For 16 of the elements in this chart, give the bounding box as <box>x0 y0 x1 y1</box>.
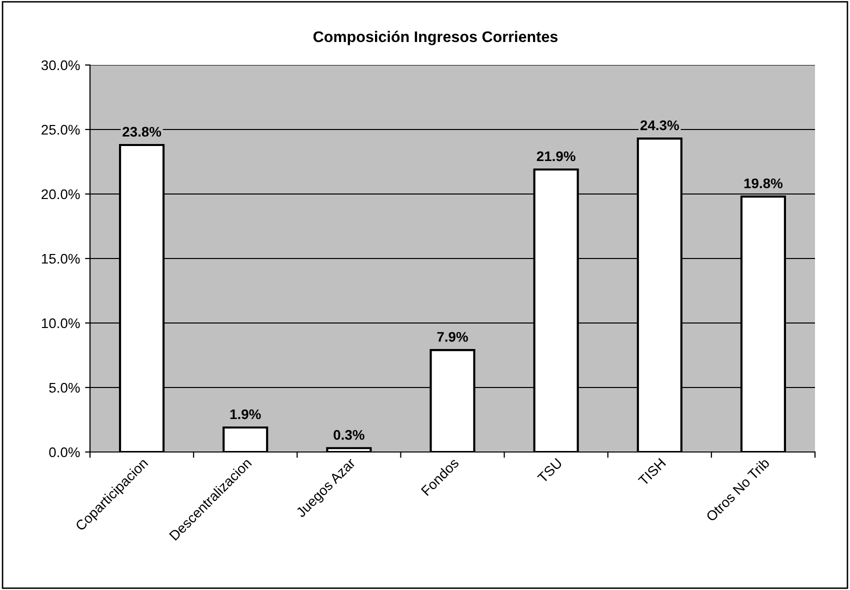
x-tick-label: TSU <box>536 458 563 484</box>
data-label: 21.9% <box>536 151 576 162</box>
data-label: 23.8% <box>122 126 162 137</box>
y-tick-label: 5.0% <box>49 382 80 393</box>
y-tick-label: 0.0% <box>49 447 80 458</box>
y-tick-label: 10.0% <box>42 318 80 328</box>
data-label: 1.9% <box>230 409 261 420</box>
data-label: 19.8% <box>744 178 783 188</box>
y-tick-label: 30.0% <box>41 60 80 70</box>
y-tick-label: 15.0% <box>42 254 80 264</box>
data-label: 24.3% <box>640 120 679 130</box>
data-label: 7.9% <box>437 332 468 342</box>
y-tick-label: 20.0% <box>42 189 80 200</box>
chart-title: Composición Ingresos Corrientes <box>313 30 558 46</box>
y-tick-label: 25.0% <box>42 124 80 135</box>
data-label: 0.3% <box>334 430 364 440</box>
